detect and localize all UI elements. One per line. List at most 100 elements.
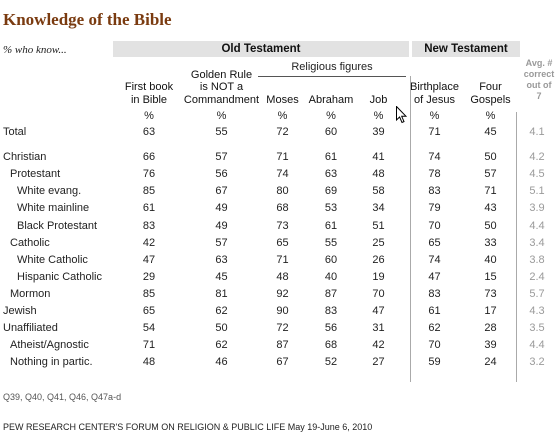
- cell-value: 63: [324, 168, 338, 181]
- cell-value: 55: [324, 236, 338, 249]
- cell-value: 62: [428, 322, 441, 335]
- cell-value: 62: [215, 304, 228, 317]
- column-header-2-line-3: Commandment: [183, 94, 260, 106]
- cell-value: 57: [215, 236, 228, 249]
- column-header-4-line-3: Abraham: [308, 94, 354, 106]
- old-testament-header: Old Testament: [221, 43, 301, 55]
- cell-value: 81: [215, 287, 228, 300]
- column-header-7-line-2: Four: [479, 81, 502, 93]
- cell-value: 71: [142, 339, 156, 352]
- table-row: Nothing in partic. 48 46 67 52 27 59 24 3.2: [0, 354, 560, 371]
- table-row: Black Protestant 83 49 73 61 51 70 50 4.4: [0, 217, 560, 234]
- table-row: Protestant 76 56 74 63 48 78 57 4.5: [0, 166, 560, 183]
- percent-sign-3: %: [277, 110, 288, 122]
- new-testament-bar: [412, 41, 520, 57]
- cell-value: 92: [276, 287, 289, 300]
- cell-value: 15: [484, 270, 497, 283]
- cell-value: 87: [276, 339, 289, 352]
- cell-value: 66: [142, 151, 156, 164]
- cell-value: 60: [324, 126, 338, 139]
- cell-value: 42: [142, 236, 156, 249]
- cell-value: 71: [484, 185, 497, 198]
- avg-divider: [516, 112, 517, 382]
- cell-value: 70: [428, 339, 441, 352]
- cell-value: 61: [428, 304, 441, 317]
- cell-value: 80: [276, 185, 289, 198]
- cell-value: 48: [372, 168, 385, 181]
- avg-correct-value: 3.5: [529, 322, 545, 335]
- cell-value: 67: [276, 356, 289, 369]
- row-label: Hispanic Catholic: [17, 270, 102, 283]
- cell-value: 45: [215, 270, 228, 283]
- table-row: Hispanic Catholic 29 45 48 40 19 47 15 2.4: [0, 269, 560, 286]
- row-label: Black Protestant: [17, 219, 98, 232]
- percent-sign-1: %: [144, 110, 154, 122]
- cell-value: 73: [276, 219, 289, 232]
- cell-value: 71: [276, 151, 289, 164]
- cell-value: 65: [276, 236, 289, 249]
- avg-correct-value: 3.9: [529, 202, 545, 215]
- column-header-7-line-3: Gospels: [470, 94, 511, 106]
- row-label: White Catholic: [17, 253, 88, 266]
- row-label: White mainline: [17, 202, 90, 215]
- cell-value: 61: [324, 219, 338, 232]
- cell-value: 61: [142, 202, 156, 215]
- row-label: Unaffiliated: [3, 322, 58, 335]
- cell-value: 74: [276, 168, 289, 181]
- avg-correct-value: 4.4: [529, 339, 545, 352]
- table-row: Mormon 85 81 92 87 70 83 73 5.7: [0, 286, 560, 303]
- cell-value: 26: [372, 253, 385, 266]
- cell-value: 63: [215, 253, 228, 266]
- cell-value: 49: [215, 219, 228, 232]
- cell-value: 40: [484, 253, 497, 266]
- cell-value: 43: [484, 202, 497, 215]
- cell-value: 76: [142, 168, 156, 181]
- cell-value: 46: [215, 356, 228, 369]
- table-row: White Catholic 47 63 71 60 26 74 40 3.8: [0, 252, 560, 269]
- cell-value: 71: [428, 126, 441, 139]
- column-header-2-line-2: is NOT a: [199, 81, 244, 93]
- avg-correct-value: 5.1: [529, 185, 545, 198]
- cell-value: 31: [372, 322, 385, 335]
- cell-value: 27: [372, 356, 385, 369]
- cell-value: 78: [428, 168, 441, 181]
- cell-value: 65: [428, 236, 441, 249]
- cell-value: 57: [215, 151, 228, 164]
- cell-value: 45: [484, 126, 497, 139]
- row-label: Christian: [3, 151, 47, 164]
- avg-correct-value: 4.2: [529, 151, 545, 164]
- cell-value: 57: [484, 168, 497, 181]
- table-row: White mainline 61 49 68 53 34 79 43 3.9: [0, 200, 560, 217]
- cell-value: 34: [372, 202, 385, 215]
- cell-value: 58: [372, 185, 385, 198]
- cell-value: 56: [324, 322, 338, 335]
- table-row: Total 63 55 72 60 39 71 45 4.1: [0, 124, 560, 141]
- cell-value: 47: [428, 270, 441, 283]
- cell-value: 50: [215, 322, 228, 335]
- cell-value: 42: [372, 339, 385, 352]
- row-label: Nothing in partic.: [10, 356, 93, 369]
- avg-correct-value: 3.4: [529, 236, 545, 249]
- cell-value: 90: [276, 304, 289, 317]
- avg-correct-value: 4.5: [529, 168, 545, 181]
- cell-value: 59: [428, 356, 441, 369]
- row-label: Jewish: [3, 304, 37, 317]
- cell-value: 29: [142, 270, 156, 283]
- percent-sign-7: %: [485, 110, 496, 122]
- cell-value: 33: [484, 236, 497, 249]
- cell-value: 85: [142, 185, 156, 198]
- cell-value: 47: [142, 253, 156, 266]
- column-header-6-line-3: of Jesus: [414, 94, 455, 106]
- cell-value: 72: [276, 322, 289, 335]
- cell-value: 48: [142, 356, 156, 369]
- avg-correct-value: 3.2: [529, 356, 545, 369]
- percent-sign-6: %: [429, 110, 440, 122]
- row-label: Atheist/Agnostic: [10, 339, 89, 352]
- cell-value: 53: [324, 202, 338, 215]
- row-label: Protestant: [10, 168, 61, 181]
- avg-correct-value: 5.7: [529, 287, 545, 300]
- table-row: Christian 66 57 71 61 41 74 50 4.2: [0, 149, 560, 166]
- cell-value: 83: [428, 185, 441, 198]
- avg-correct-header: Avg. # correct out of 7: [523, 58, 555, 101]
- cell-value: 41: [372, 151, 385, 164]
